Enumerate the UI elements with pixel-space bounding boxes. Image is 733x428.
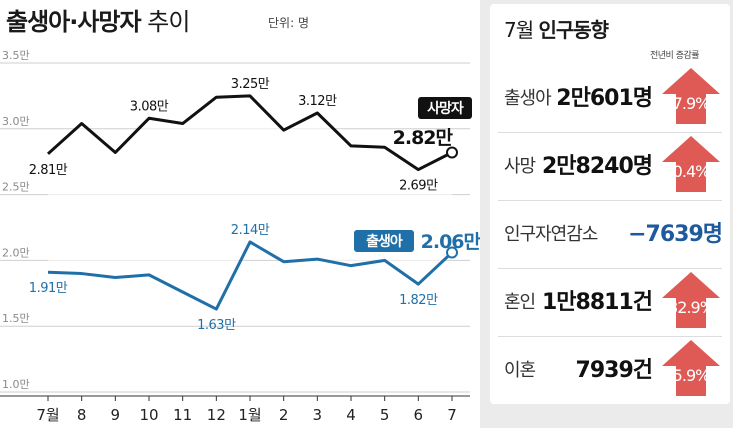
x-tick-label: 12 [207, 406, 226, 424]
series-gap-band [48, 95, 452, 310]
y-tick-label: 1.5만 [2, 312, 30, 325]
x-tick-label: 4 [346, 406, 356, 424]
row-divider [498, 132, 722, 133]
series-line-births [47, 240, 454, 311]
point-label: 2.14만 [231, 223, 270, 238]
stat-row-divorces: 이혼 7939건 5.9% [490, 336, 730, 396]
up-arrow-icon [660, 66, 722, 124]
x-tick-label: 7월 [36, 406, 59, 424]
x-tick-label: 7 [447, 406, 457, 424]
stat-label: 인구자연감소 [504, 224, 598, 245]
stat-label: 사망 [504, 156, 536, 177]
series-name-label: 출생아 [366, 233, 403, 250]
row-divider [498, 200, 722, 201]
chart-unit: 단위: 명 [268, 16, 309, 30]
stat-value: 1만8811건 [541, 290, 653, 315]
point-label: 3.25만 [231, 77, 270, 92]
series-legend-badge [354, 230, 414, 252]
panel-title-month: 7월 [504, 18, 534, 42]
x-tick-label: 6 [414, 406, 424, 424]
x-tick-label: 2 [279, 406, 289, 424]
row-divider [498, 336, 722, 337]
x-tick-label: 5 [380, 406, 390, 424]
stat-label: 혼인 [504, 292, 536, 313]
point-label: 3.08만 [130, 99, 169, 114]
up-arrow-icon [660, 270, 722, 328]
point-label: 3.12만 [298, 94, 337, 109]
point-label: 2.69만 [399, 179, 438, 194]
chart-title-rest: 추이 [140, 8, 190, 36]
end-value-label: 2.82만 [393, 127, 454, 149]
stat-change: 5.9% [672, 366, 711, 385]
chart-title-bold: 출생아·사망자 [6, 8, 142, 36]
x-tick-label: 1월 [238, 406, 261, 424]
chart-title: 출생아·사망자 추이 [6, 2, 190, 37]
stat-row-marriages: 혼인 1만8811건 32.9% [490, 268, 730, 328]
point-label: 1.63만 [197, 318, 236, 333]
panel-subtitle: 전년비 증감률 [650, 51, 700, 61]
up-arrow-icon [660, 338, 722, 396]
stat-change: 7.9% [672, 94, 711, 113]
panel-title: 7월 인구동향 [504, 14, 609, 43]
stat-value: 7939건 [575, 358, 653, 383]
stat-row-births: 출생아 2만601명 7.9% [490, 64, 730, 124]
stat-label: 출생아 [504, 88, 552, 109]
chart-area: 출생아·사망자 추이 단위: 명 1.0만 1.5만 2.0만 2.5만 3.0만 3.5… [0, 0, 480, 428]
x-tick-label: 8 [77, 406, 87, 424]
end-value-label: 2.06만 [421, 231, 480, 253]
stat-change: 32.9% [668, 298, 715, 317]
x-tick-label: 10 [139, 406, 158, 424]
x-tick-label: 9 [111, 406, 121, 424]
point-label: 2.81만 [29, 163, 68, 178]
up-arrow-icon [660, 134, 722, 192]
x-tick-label: 3 [313, 406, 323, 424]
stat-value: 2만601명 [556, 86, 653, 111]
y-tick-label: 1.0만 [2, 378, 30, 391]
stat-value: −7639명 [628, 222, 723, 247]
y-tick-label: 2.0만 [2, 246, 30, 259]
row-divider [498, 268, 722, 269]
y-tick-label: 3.0만 [2, 115, 30, 128]
series-legend-badge [418, 97, 472, 119]
stat-row-deaths: 사망 2만8240명 0.4% [490, 132, 730, 192]
end-point-marker [446, 246, 458, 259]
panel-title-main: 인구동향 [538, 18, 609, 42]
point-label: 1.91만 [29, 281, 68, 296]
stat-label: 이혼 [504, 360, 536, 381]
x-tick-label: 11 [173, 406, 192, 424]
stat-row-natural-decrease: 인구자연감소 −7639명 [490, 200, 730, 260]
y-tick-label: 3.5만 [2, 49, 30, 62]
point-label: 1.82만 [399, 293, 438, 308]
series-line-deaths [46, 94, 453, 172]
y-tick-label: 2.5만 [2, 181, 30, 194]
end-point-marker [446, 146, 458, 159]
stats-panel: 7월 인구동향 전년비 증감률 출생아 2만601명 7.9% 사망 2만824… [490, 4, 730, 404]
series-name-label: 사망자 [427, 100, 464, 117]
stat-change: 0.4% [672, 162, 711, 181]
line-chart: 1.0만 1.5만 2.0만 2.5만 3.0만 3.5만 7월 8 9 10 11 12 1월 2 3 4 5… [0, 49, 480, 424]
stat-value: 2만8240명 [541, 154, 653, 179]
